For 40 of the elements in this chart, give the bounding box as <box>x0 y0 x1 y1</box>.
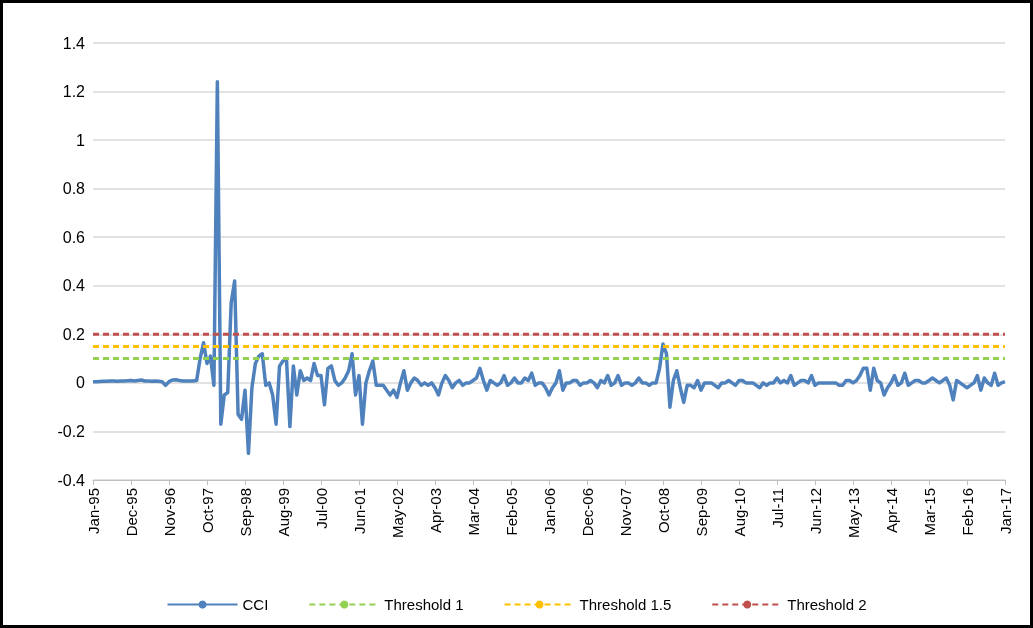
x-tick-label: Mar-15 <box>920 488 938 536</box>
y-tick-label: 1.4 <box>62 34 86 52</box>
x-tick-label: Jul-11 <box>768 488 786 528</box>
x-tick-label: Nov-96 <box>160 488 178 537</box>
x-tick-label: Jun-12 <box>806 488 824 534</box>
x-tick-label: Aug-99 <box>274 488 292 537</box>
x-tick-label: Feb-16 <box>958 488 976 536</box>
y-tick-label: 0.8 <box>62 180 86 198</box>
line-series <box>91 80 1007 456</box>
x-tick-label: Jun-01 <box>350 488 368 534</box>
x-tick-label: Oct-97 <box>198 488 216 534</box>
x-tick-label: Feb-05 <box>502 488 520 536</box>
x-tick-label: Dec-95 <box>122 488 140 537</box>
legend-label: Threshold 1.5 <box>579 596 672 613</box>
y-tick-label: -0.4 <box>57 471 86 489</box>
x-tick-label: Jul-00 <box>312 488 330 529</box>
y-tick-label: 1.2 <box>62 83 86 101</box>
x-tick-label: Apr-14 <box>882 488 900 534</box>
x-tick-label: Sep-98 <box>236 488 254 537</box>
y-tick-label: 1 <box>76 131 86 149</box>
x-tick-label: Jan-17 <box>996 488 1014 534</box>
legend-label: Threshold 2 <box>787 596 867 613</box>
x-tick-label: Aug-10 <box>730 488 748 537</box>
y-tick-label: 0.2 <box>62 325 86 343</box>
x-tick-label: May-02 <box>388 488 406 539</box>
x-tick-label: Nov-07 <box>616 488 634 537</box>
y-tick-label: 0.6 <box>62 228 86 246</box>
x-tick-label: Mar-04 <box>464 488 482 536</box>
y-tick-label: 0.4 <box>62 277 86 295</box>
x-tick-label: Jan-06 <box>540 488 558 534</box>
legend-label: Threshold 1 <box>384 596 464 613</box>
x-tick-label: Sep-09 <box>692 488 710 537</box>
x-tick-label: Apr-03 <box>426 488 444 534</box>
y-tick-label: -0.2 <box>57 422 86 440</box>
legend-label: CCI <box>242 596 269 613</box>
x-tick-label: Dec-06 <box>578 488 596 537</box>
x-tick-label: Jan-95 <box>84 488 102 534</box>
x-tick-label: Oct-08 <box>654 488 672 534</box>
y-tick-label: 0 <box>76 374 86 392</box>
x-tick-label: May-13 <box>844 488 862 539</box>
